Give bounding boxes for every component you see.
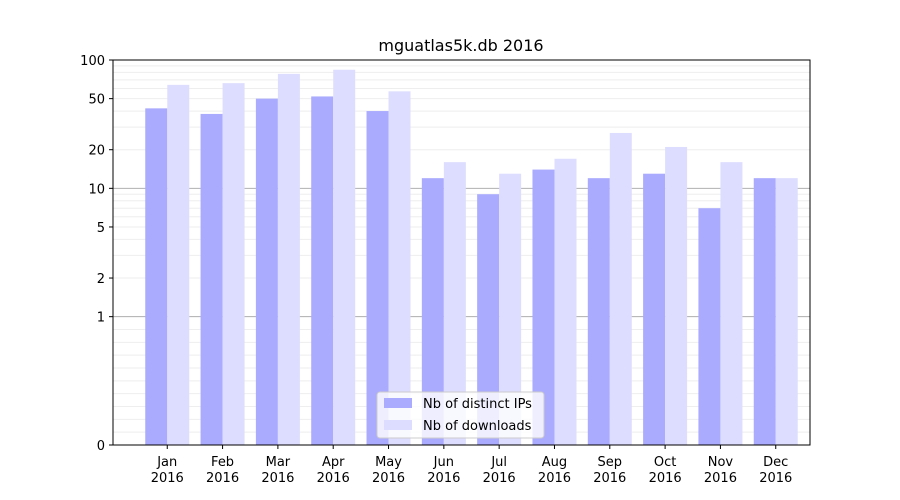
- bar-distinct-ips-mar: [255, 98, 278, 446]
- bar-downloads-apr: [333, 69, 356, 445]
- x-tick-label: Jul 2016: [483, 455, 516, 486]
- bar-distinct-ips-may: [366, 111, 389, 445]
- bar-distinct-ips-apr: [311, 96, 334, 446]
- bar-downloads-nov: [720, 162, 743, 445]
- bar-distinct-ips-jul: [477, 194, 500, 445]
- y-tick-label: 100: [80, 54, 105, 69]
- x-tick-label: Jun 2016: [427, 455, 460, 486]
- bar-downloads-jan: [167, 84, 190, 446]
- bar-downloads-may: [388, 91, 411, 445]
- bar-downloads-jul: [499, 173, 522, 445]
- y-axis: 0 1 2 5 10 20 50 100: [80, 54, 113, 454]
- bar-downloads-aug: [554, 158, 577, 446]
- x-tick-label: Apr 2016: [317, 455, 350, 486]
- bar-downloads-mar: [277, 73, 300, 445]
- bar-distinct-ips-sep: [587, 178, 610, 445]
- legend-swatch-downloads: [384, 420, 412, 430]
- x-tick-label: Mar 2016: [261, 455, 294, 486]
- y-tick-label: 50: [88, 93, 105, 108]
- x-tick-label: Aug 2016: [538, 455, 571, 486]
- bar-distinct-ips-jun: [421, 178, 444, 445]
- bar-distinct-ips-aug: [532, 169, 555, 445]
- legend: Nb of distinct IPs Nb of downloads: [376, 391, 545, 439]
- y-tick-label: 1: [97, 311, 105, 326]
- legend-label-downloads: Nb of downloads: [423, 419, 532, 434]
- x-tick-label: Jan 2016: [151, 455, 184, 486]
- legend-swatch-ips: [384, 398, 412, 408]
- y-tick-label: 2: [97, 272, 105, 287]
- legend-box: [376, 391, 545, 439]
- bar-distinct-ips-feb: [200, 113, 223, 446]
- bar-downloads-feb: [222, 83, 245, 445]
- x-axis: Jan 2016 Feb 2016 Mar 2016 Apr 2016 May 2016 Jun 20…: [151, 445, 792, 486]
- bar-downloads-sep: [609, 132, 632, 446]
- bar-distinct-ips-jan: [145, 108, 168, 446]
- y-tick-label: 20: [88, 144, 105, 159]
- bars: [145, 69, 798, 446]
- chart-title: mguatlas5k.db 2016: [378, 36, 543, 55]
- legend-label-ips: Nb of distinct IPs: [423, 397, 532, 412]
- x-tick-label: Nov 2016: [704, 455, 737, 486]
- bar-downloads-dec: [775, 178, 798, 445]
- plot-frame: [112, 59, 811, 446]
- y-tick-label: 10: [88, 182, 105, 197]
- x-tick-label: May 2016: [372, 455, 405, 486]
- bar-downloads-oct: [665, 146, 688, 445]
- y-tick-label: 0: [97, 439, 105, 454]
- x-tick-label: Oct 2016: [649, 455, 682, 486]
- x-tick-label: Dec 2016: [759, 455, 792, 486]
- bar-distinct-ips-nov: [698, 208, 721, 445]
- y-tick-label: 5: [97, 221, 105, 236]
- x-tick-label: Sep 2016: [593, 455, 626, 486]
- bar-distinct-ips-oct: [643, 173, 666, 445]
- bar-distinct-ips-dec: [753, 178, 776, 445]
- x-tick-label: Feb 2016: [206, 455, 239, 486]
- bar-downloads-jun: [443, 162, 466, 445]
